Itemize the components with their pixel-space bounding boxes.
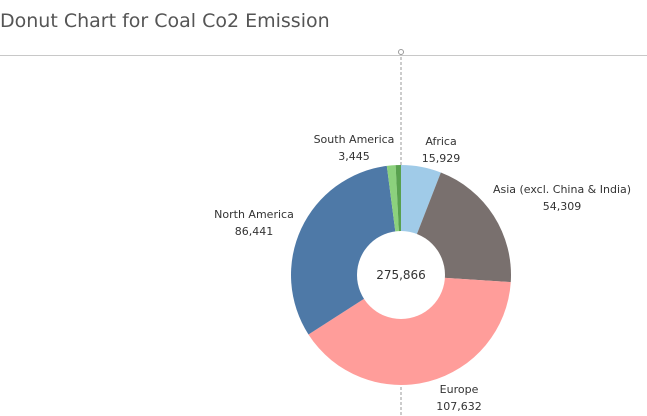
slice-value-north-america: 86,441 <box>235 225 274 238</box>
donut-hole <box>357 231 445 319</box>
slice-value-south-america: 3,445 <box>338 150 370 163</box>
reference-line-handle[interactable] <box>398 49 404 55</box>
chart-title: Donut Chart for Coal Co2 Emission <box>0 10 330 32</box>
slice-label-north-america: North America <box>214 208 294 221</box>
slice-value-africa: 15,929 <box>422 152 461 165</box>
slice-label-south-america: South America <box>314 133 395 146</box>
slice-label-europe: Europe <box>440 383 479 396</box>
slice-value-asia-excl-china-india: 54,309 <box>543 200 582 213</box>
slice-europe[interactable] <box>308 275 511 385</box>
slice-label-africa: Africa <box>425 135 456 148</box>
title-divider <box>0 55 647 56</box>
slice-label-asia-excl-china-india: Asia (excl. China & India) <box>493 183 631 196</box>
slice-value-europe: 107,632 <box>436 400 482 413</box>
center-total-label: 275,866 <box>376 268 426 282</box>
slice-labels: Africa 15,929 Asia (excl. China & India) 54… <box>214 133 631 413</box>
